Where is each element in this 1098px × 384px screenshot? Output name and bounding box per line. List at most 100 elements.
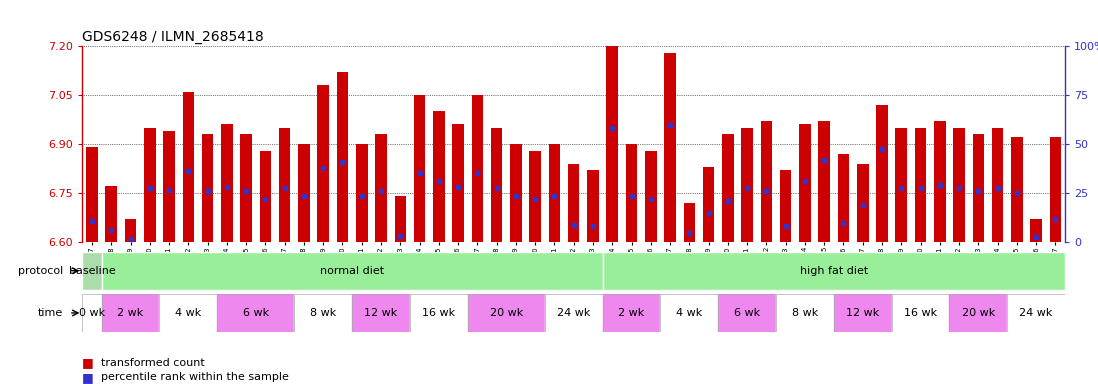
- Bar: [433, 111, 445, 242]
- Bar: [240, 134, 251, 242]
- Bar: [394, 196, 406, 242]
- Bar: [703, 167, 715, 242]
- Text: 8 wk: 8 wk: [792, 308, 818, 318]
- Bar: [953, 127, 965, 242]
- Bar: [125, 219, 136, 242]
- Bar: [410, 294, 468, 332]
- Bar: [410, 294, 468, 332]
- Text: 4 wk: 4 wk: [176, 308, 201, 318]
- Bar: [317, 85, 329, 242]
- Bar: [279, 127, 291, 242]
- Text: baseline: baseline: [68, 266, 115, 276]
- Bar: [603, 294, 660, 332]
- Bar: [587, 170, 598, 242]
- Bar: [144, 127, 156, 242]
- Bar: [549, 144, 560, 242]
- Text: 2 wk: 2 wk: [117, 308, 144, 318]
- Bar: [626, 144, 637, 242]
- Text: ■: ■: [82, 371, 94, 384]
- Bar: [545, 294, 603, 332]
- Bar: [102, 252, 603, 290]
- Bar: [833, 294, 892, 332]
- Bar: [82, 252, 102, 290]
- Bar: [545, 294, 603, 332]
- Bar: [299, 144, 310, 242]
- Bar: [259, 151, 271, 242]
- Bar: [718, 294, 776, 332]
- Bar: [776, 294, 833, 332]
- Text: 0 wk: 0 wk: [79, 308, 105, 318]
- Bar: [856, 164, 869, 242]
- Bar: [799, 124, 810, 242]
- Bar: [221, 124, 233, 242]
- Bar: [159, 294, 217, 332]
- Bar: [660, 294, 718, 332]
- Bar: [87, 147, 98, 242]
- Bar: [934, 121, 945, 242]
- Bar: [950, 294, 1007, 332]
- Bar: [741, 127, 753, 242]
- Bar: [568, 164, 580, 242]
- Text: 16 wk: 16 wk: [904, 308, 937, 318]
- Text: high fat diet: high fat diet: [799, 266, 867, 276]
- Bar: [471, 95, 483, 242]
- Bar: [603, 252, 1065, 290]
- Text: 20 wk: 20 wk: [490, 308, 523, 318]
- Text: 12 wk: 12 wk: [847, 308, 879, 318]
- Bar: [182, 92, 194, 242]
- Text: 12 wk: 12 wk: [365, 308, 397, 318]
- Bar: [664, 53, 676, 242]
- Text: 24 wk: 24 wk: [557, 308, 591, 318]
- Bar: [818, 121, 830, 242]
- Bar: [722, 134, 733, 242]
- Bar: [468, 294, 545, 332]
- Text: transformed count: transformed count: [101, 358, 204, 368]
- Text: 16 wk: 16 wk: [423, 308, 456, 318]
- Bar: [991, 127, 1004, 242]
- Bar: [82, 294, 102, 332]
- Text: 24 wk: 24 wk: [1019, 308, 1053, 318]
- Bar: [660, 294, 718, 332]
- Bar: [1030, 219, 1042, 242]
- Text: 2 wk: 2 wk: [618, 308, 645, 318]
- Bar: [102, 294, 159, 332]
- Bar: [511, 144, 522, 242]
- Bar: [529, 151, 541, 242]
- Bar: [876, 105, 888, 242]
- Text: time: time: [37, 308, 63, 318]
- Text: 6 wk: 6 wk: [243, 308, 269, 318]
- Bar: [159, 294, 217, 332]
- Bar: [603, 294, 660, 332]
- Text: 8 wk: 8 wk: [310, 308, 336, 318]
- Bar: [892, 294, 950, 332]
- Bar: [780, 170, 792, 242]
- Bar: [414, 95, 425, 242]
- Bar: [973, 134, 984, 242]
- Bar: [352, 294, 410, 332]
- Bar: [684, 203, 695, 242]
- Bar: [838, 154, 849, 242]
- Bar: [102, 252, 603, 290]
- Bar: [491, 127, 503, 242]
- Bar: [82, 294, 102, 332]
- Bar: [761, 121, 772, 242]
- Bar: [833, 294, 892, 332]
- Text: protocol: protocol: [18, 266, 63, 276]
- Bar: [950, 294, 1007, 332]
- Bar: [1050, 137, 1061, 242]
- Bar: [294, 294, 352, 332]
- Bar: [352, 294, 410, 332]
- Bar: [915, 127, 927, 242]
- Bar: [776, 294, 833, 332]
- Bar: [892, 294, 950, 332]
- Text: 4 wk: 4 wk: [676, 308, 703, 318]
- Bar: [102, 294, 159, 332]
- Bar: [896, 127, 907, 242]
- Text: 6 wk: 6 wk: [735, 308, 760, 318]
- Bar: [217, 294, 294, 332]
- Bar: [164, 131, 175, 242]
- Text: normal diet: normal diet: [320, 266, 384, 276]
- Bar: [376, 134, 386, 242]
- Bar: [645, 151, 657, 242]
- Bar: [452, 124, 463, 242]
